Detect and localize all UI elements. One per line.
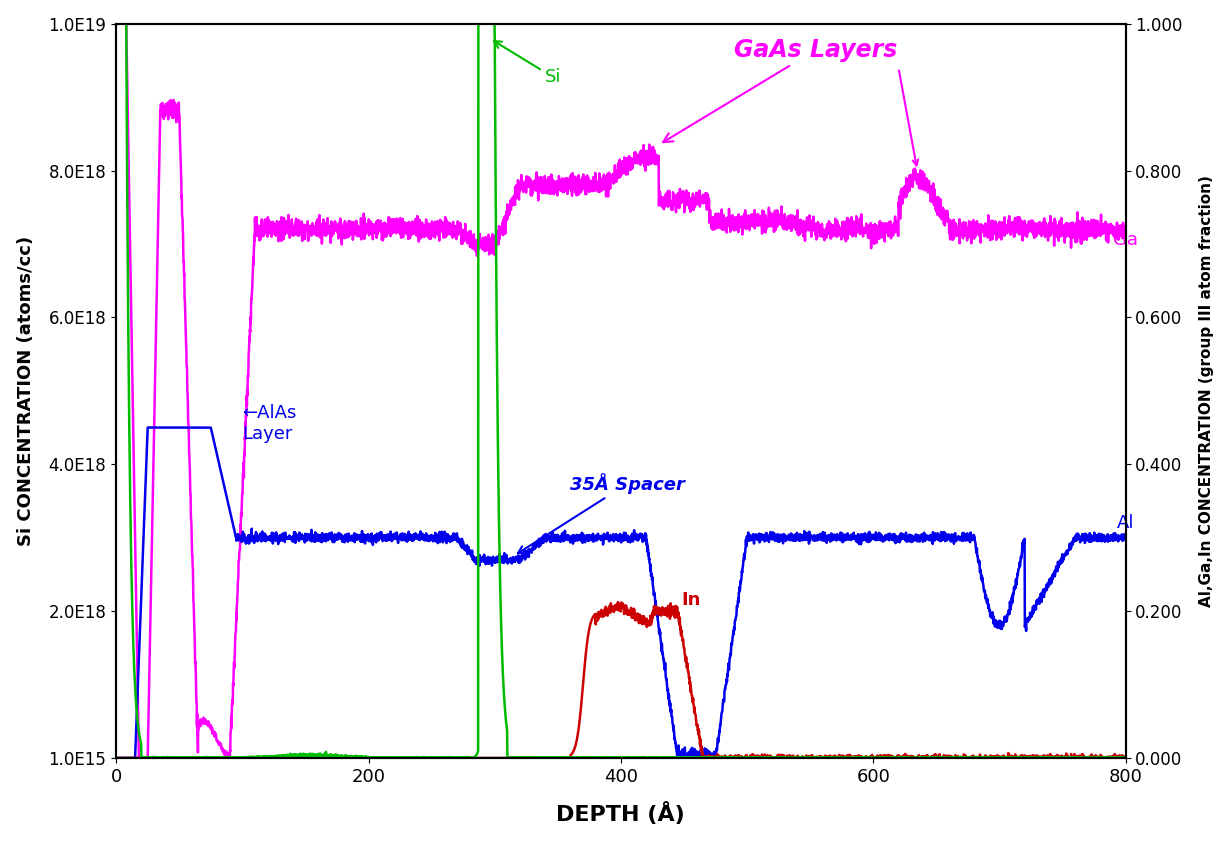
Text: 35Å Spacer: 35Å Spacer	[518, 473, 686, 553]
Text: ←AlAs
Layer: ←AlAs Layer	[243, 404, 297, 443]
Text: GaAs Layers: GaAs Layers	[664, 38, 897, 142]
Text: Si: Si	[494, 41, 561, 87]
Text: In: In	[682, 591, 700, 609]
X-axis label: DEPTH (Å): DEPTH (Å)	[556, 802, 686, 825]
Text: Al: Al	[1117, 514, 1134, 532]
Y-axis label: Al,Ga,In CONCENTRATION (group III atom fraction): Al,Ga,In CONCENTRATION (group III atom f…	[1199, 175, 1214, 607]
Text: Ga: Ga	[1113, 232, 1137, 249]
Y-axis label: Si CONCENTRATION (atoms/cc): Si CONCENTRATION (atoms/cc)	[17, 236, 34, 546]
